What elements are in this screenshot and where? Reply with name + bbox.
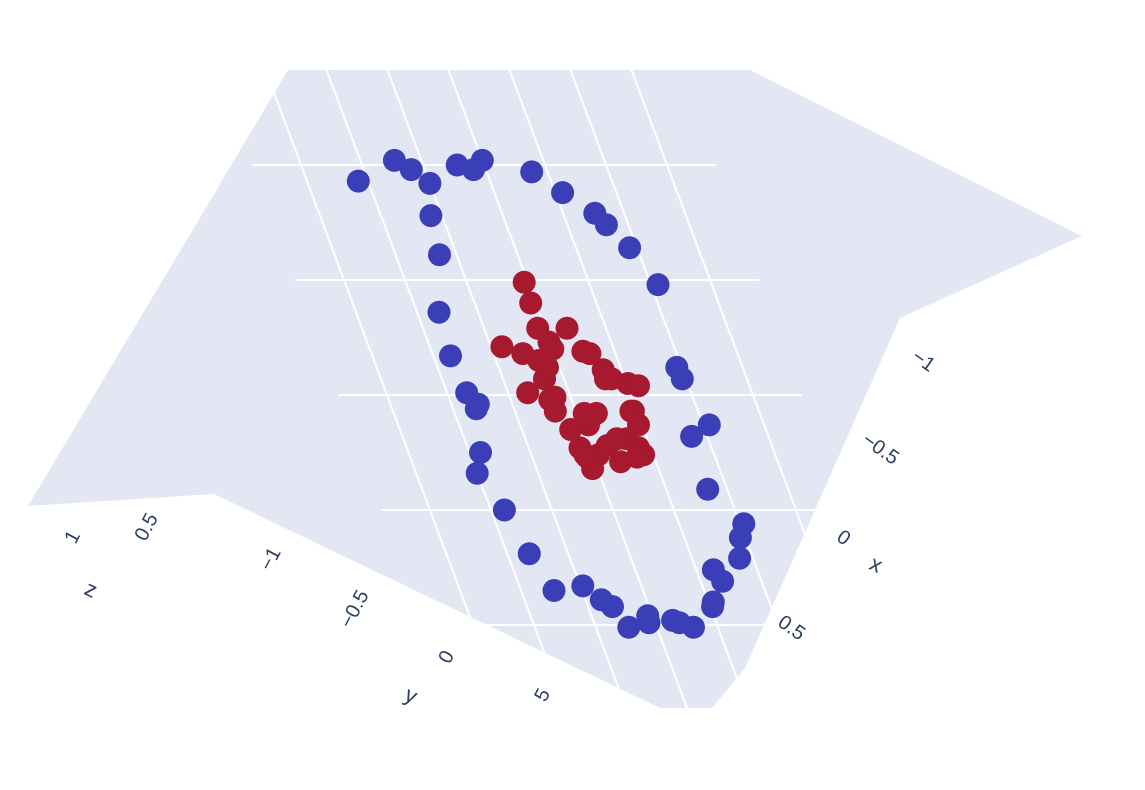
data-point-inner[interactable] [511, 342, 535, 366]
data-point-outer[interactable] [427, 300, 451, 324]
data-point-outer[interactable] [665, 355, 689, 379]
data-point-outer[interactable] [680, 424, 704, 448]
y-tick-label: −1 [256, 544, 286, 574]
z-axis-title: z [81, 576, 102, 603]
data-point-outer[interactable] [419, 204, 443, 228]
data-point-outer[interactable] [346, 169, 370, 193]
data-point-inner[interactable] [559, 418, 583, 441]
data-point-inner[interactable] [516, 381, 540, 405]
data-point-inner[interactable] [541, 388, 565, 412]
y-tick-label: −0.5 [336, 587, 374, 632]
x-tick-label: −1 [908, 346, 939, 377]
data-point-inner[interactable] [519, 291, 543, 315]
gridline-x [553, 26, 831, 764]
data-point-outer[interactable] [470, 148, 494, 172]
data-point-inner[interactable] [490, 335, 514, 359]
data-point-outer[interactable] [551, 181, 575, 205]
data-point-outer[interactable] [542, 579, 566, 602]
data-point-inner[interactable] [573, 443, 597, 467]
y-axis-title: y [401, 682, 422, 709]
data-point-outer[interactable] [428, 243, 451, 267]
data-point-outer[interactable] [517, 542, 541, 566]
data-point-outer[interactable] [594, 213, 618, 237]
data-point-outer[interactable] [618, 236, 642, 260]
data-point-outer[interactable] [589, 588, 613, 612]
data-point-outer[interactable] [696, 477, 720, 501]
data-point-outer[interactable] [399, 158, 423, 182]
data-point-outer[interactable] [520, 160, 544, 184]
data-point-outer[interactable] [469, 441, 492, 464]
data-point-outer[interactable] [465, 461, 489, 485]
data-point-outer[interactable] [439, 344, 462, 368]
x-tick-label: 0.5 [774, 611, 809, 645]
data-point-outer[interactable] [571, 574, 595, 598]
data-point-outer[interactable] [617, 615, 641, 639]
data-point-inner[interactable] [627, 374, 650, 398]
data-point-outer[interactable] [697, 413, 721, 437]
data-point-outer[interactable] [646, 273, 670, 297]
data-point-outer[interactable] [492, 498, 516, 522]
data-point-inner[interactable] [555, 316, 579, 340]
y-tick-label: 0 [434, 647, 459, 667]
gridline-x [614, 26, 892, 764]
data-point-inner[interactable] [609, 450, 633, 474]
data-point-inner[interactable] [512, 270, 536, 294]
z-tick-label: 1 [60, 527, 85, 547]
y-tick-label: 5 [530, 685, 555, 705]
x-tick-label: 0 [833, 526, 855, 550]
data-point-inner[interactable] [541, 337, 565, 361]
data-point-outer[interactable] [382, 148, 406, 172]
scatter-points[interactable] [346, 148, 756, 639]
data-point-outer[interactable] [455, 381, 479, 405]
z-tick-label: 0.5 [130, 510, 162, 545]
gridline-x [492, 26, 770, 764]
data-point-outer[interactable] [418, 171, 442, 195]
data-point-outer[interactable] [637, 611, 661, 635]
data-point-outer[interactable] [728, 546, 752, 570]
data-point-outer[interactable] [711, 569, 735, 593]
data-point-outer[interactable] [661, 608, 685, 632]
x-tick-label: −0.5 [858, 429, 903, 470]
data-point-inner[interactable] [578, 342, 602, 366]
data-point-outer[interactable] [728, 526, 752, 550]
data-point-outer[interactable] [701, 595, 725, 619]
x-axis-title: x [866, 551, 887, 578]
data-point-inner[interactable] [584, 401, 608, 425]
